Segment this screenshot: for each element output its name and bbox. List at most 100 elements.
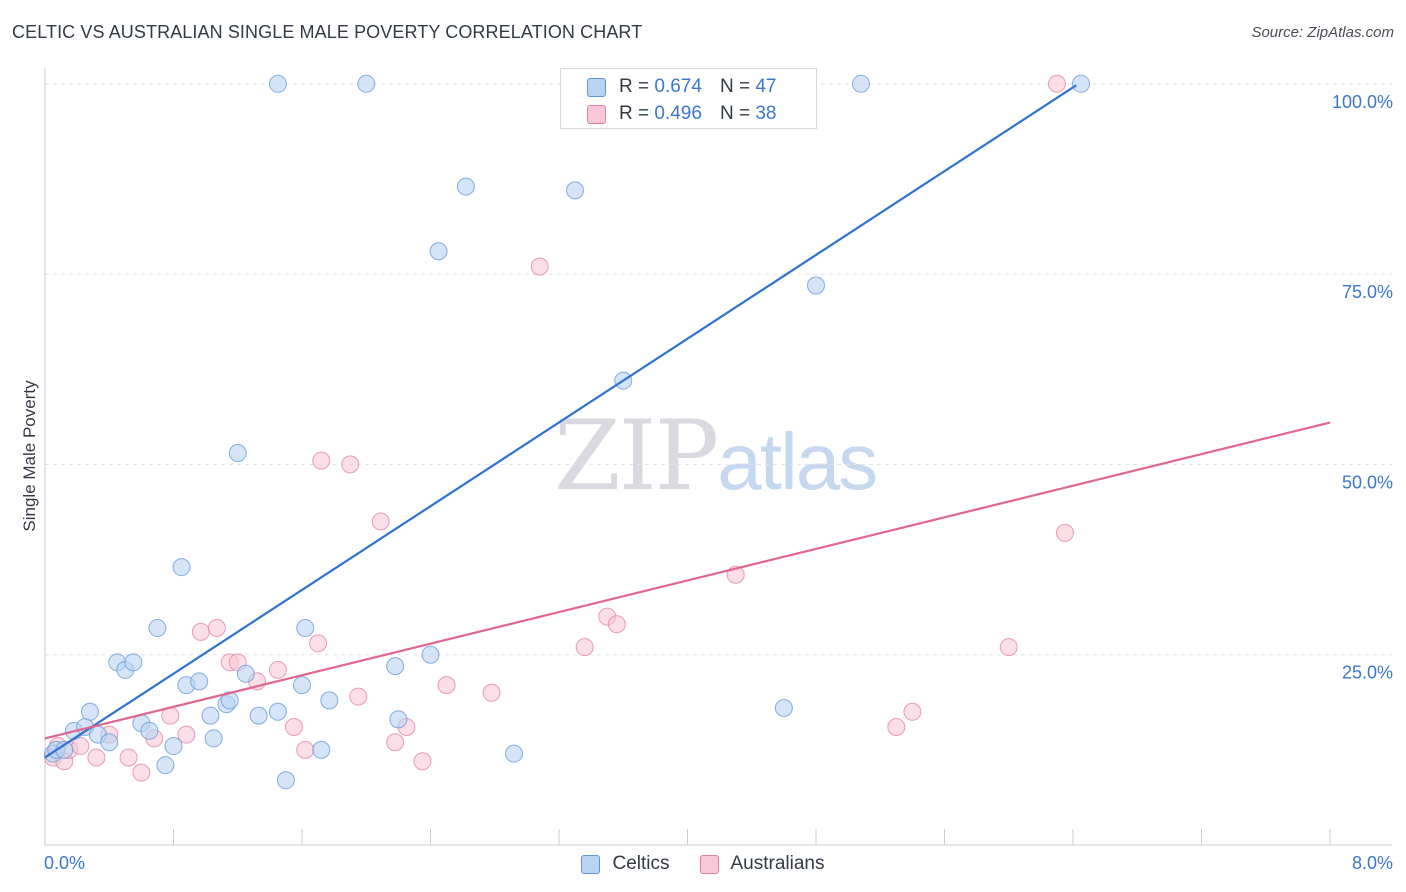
point-australians <box>71 737 90 756</box>
point-celtics <box>201 706 220 725</box>
watermark-atlas: atlas <box>717 417 878 506</box>
series-label-australians: Australians <box>730 853 825 874</box>
legend-r-label: R = <box>619 76 650 97</box>
trend-lines <box>44 84 1331 759</box>
y-tick-label: 100.0% <box>1332 92 1393 112</box>
point-celtics <box>124 653 143 672</box>
point-celtics <box>357 74 376 93</box>
point-australians <box>284 718 303 737</box>
point-celtics <box>320 691 339 710</box>
y-tick-label: 50.0% <box>1342 472 1393 492</box>
legend-swatch-australians <box>587 104 606 124</box>
point-australians <box>309 634 328 653</box>
point-australians <box>207 619 226 638</box>
point-celtics <box>228 443 247 462</box>
legend-swatch-celtics <box>587 77 606 97</box>
series-label-celtics: Celtics <box>612 853 670 874</box>
legend-r-value: 0.496 <box>654 103 702 124</box>
legend-n-label: N = <box>719 103 751 124</box>
point-celtics <box>236 664 255 683</box>
point-celtics <box>276 771 295 790</box>
point-australians <box>87 748 106 767</box>
series-legend-australians[interactable]: Australians <box>699 853 825 875</box>
point-celtics <box>148 619 167 638</box>
source-label: Source: ZipAtlas.com <box>1251 24 1394 41</box>
point-australians <box>349 687 368 706</box>
point-celtics <box>296 619 315 638</box>
point-australians <box>371 512 390 531</box>
point-celtics <box>1072 74 1091 93</box>
point-australians <box>132 763 151 782</box>
legend-n-label: N = <box>719 76 751 97</box>
legend-row-australians: R = 0.496 N = 38 <box>587 101 776 127</box>
series-legend: Celtics Australians <box>0 851 1406 877</box>
point-celtics <box>312 740 331 759</box>
point-australians <box>999 638 1018 657</box>
axes <box>44 68 1392 846</box>
point-celtics <box>156 756 175 775</box>
trend-line-australians <box>44 421 1331 740</box>
point-australians <box>177 725 196 744</box>
x-tick-label-min: 0.0% <box>44 853 85 873</box>
point-celtics <box>566 181 585 200</box>
point-australians <box>887 718 906 737</box>
point-australians <box>413 752 432 771</box>
point-celtics <box>190 672 209 691</box>
point-celtics <box>268 702 287 721</box>
point-celtics <box>429 242 448 261</box>
point-celtics <box>386 657 405 676</box>
legend-n-value: 47 <box>755 76 777 97</box>
point-celtics <box>249 706 268 725</box>
legend-row-celtics: R = 0.674 N = 47 <box>587 74 776 100</box>
point-celtics <box>164 737 183 756</box>
point-celtics <box>80 702 99 721</box>
watermark: ZIPatlas <box>554 400 878 512</box>
point-celtics <box>774 698 793 717</box>
series-legend-celtics[interactable]: Celtics <box>581 853 670 875</box>
legend-r-label: R = <box>619 103 650 124</box>
point-australians <box>386 733 405 752</box>
legend-r-value: 0.674 <box>654 76 702 97</box>
grid-lines <box>45 83 1392 656</box>
watermark-zip: ZIP <box>554 400 719 512</box>
point-australians <box>296 740 315 759</box>
point-celtics <box>505 744 524 763</box>
x-tick-label-max: 8.0% <box>1352 853 1393 873</box>
point-celtics <box>220 691 239 710</box>
y-tick-label: 25.0% <box>1342 663 1393 683</box>
point-australians <box>607 615 626 634</box>
data-points <box>44 74 1091 790</box>
point-celtics <box>268 74 287 93</box>
point-australians <box>437 676 456 695</box>
point-celtics <box>140 721 159 740</box>
legend: R = 0.674 N = 47 R = 0.496 N = 38 <box>560 68 817 129</box>
series-swatch-celtics <box>581 854 601 874</box>
point-australians <box>575 638 594 657</box>
point-celtics <box>456 177 475 196</box>
point-celtics <box>293 676 311 695</box>
chart-title: CELTIC VS AUSTRALIAN SINGLE MALE POVERTY… <box>12 22 643 42</box>
point-celtics <box>100 733 119 752</box>
point-australians <box>341 455 360 474</box>
point-australians <box>119 748 138 767</box>
point-celtics <box>851 74 870 93</box>
point-celtics <box>421 645 440 664</box>
point-celtics <box>172 558 191 577</box>
point-australians <box>268 660 287 679</box>
trend-line-celtics <box>44 84 1077 759</box>
point-celtics <box>204 729 223 748</box>
point-celtics <box>389 710 408 729</box>
tick-labels: 25.0% 50.0% 75.0% 100.0% 0.0% 8.0% <box>44 92 1393 873</box>
legend-n-value: 38 <box>755 103 777 124</box>
point-celtics <box>807 276 825 295</box>
point-australians <box>482 683 501 702</box>
point-australians <box>530 257 549 276</box>
point-australians <box>191 622 210 641</box>
series-swatch-australians <box>699 854 719 874</box>
y-tick-label: 75.0% <box>1342 282 1393 302</box>
point-australians <box>312 451 331 470</box>
point-australians <box>1055 523 1074 542</box>
point-australians <box>903 702 922 721</box>
point-australians <box>1047 74 1066 93</box>
